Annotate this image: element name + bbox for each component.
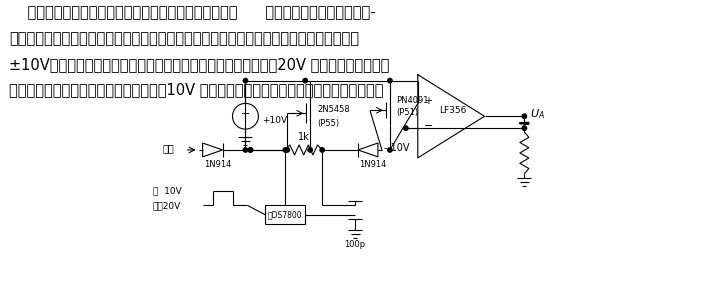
Circle shape <box>303 78 307 83</box>
Text: 断－20V: 断－20V <box>153 201 181 210</box>
Text: 控制: 控制 <box>163 143 175 153</box>
Circle shape <box>320 148 324 152</box>
Text: 使输入通道截止。场效应晶体管栅极为＋10V 时后通输入通道，并经后接的运算放大器输出。: 使输入通道截止。场效应晶体管栅极为＋10V 时后通输入通道，并经后接的运算放大器… <box>9 83 384 98</box>
Text: $U_A$: $U_A$ <box>531 107 545 121</box>
Text: LF356: LF356 <box>439 106 467 115</box>
Bar <box>265 205 305 224</box>
Circle shape <box>248 148 252 152</box>
Text: 在要求快速、准确和可靠地换接高电平时，可以采用图      所示的电路（例如用于数字-: 在要求快速、准确和可靠地换接高电平时，可以采用图 所示的电路（例如用于数字- <box>9 5 376 20</box>
Text: −: − <box>424 121 433 131</box>
Circle shape <box>388 78 392 83</box>
Circle shape <box>388 148 392 152</box>
Text: +: + <box>424 96 432 106</box>
Circle shape <box>285 148 289 152</box>
Text: 1N914: 1N914 <box>204 160 231 169</box>
Text: 通  10V: 通 10V <box>153 186 181 195</box>
Circle shape <box>244 148 248 152</box>
Circle shape <box>244 78 248 83</box>
Circle shape <box>283 148 288 152</box>
Text: 同步变换器）。反馈网络可稳定输出信号，抗消因电路参数变化引起的输出变化的影响。在: 同步变换器）。反馈网络可稳定输出信号，抗消因电路参数变化引起的输出变化的影响。在 <box>9 31 360 46</box>
Text: - 10V: - 10V <box>384 143 410 153</box>
Text: −: − <box>241 109 250 119</box>
Text: +10V: +10V <box>262 116 288 125</box>
Text: ±10V之间变化的交流输入信号和加在场效应晶体管的栅极上的－20V 直流电压共同作用，: ±10V之间变化的交流输入信号和加在场效应晶体管的栅极上的－20V 直流电压共同… <box>9 57 390 72</box>
Text: 1k: 1k <box>298 132 310 142</box>
Circle shape <box>522 114 526 118</box>
Text: 2N5458: 2N5458 <box>317 105 350 114</box>
Text: (P51): (P51) <box>396 108 418 117</box>
Text: 自DS7800: 自DS7800 <box>268 210 302 219</box>
Circle shape <box>248 148 252 152</box>
Text: 1N914: 1N914 <box>359 160 386 169</box>
Text: PN4091: PN4091 <box>396 96 428 105</box>
Circle shape <box>404 126 408 130</box>
Text: (P55): (P55) <box>317 119 339 128</box>
Circle shape <box>522 126 526 130</box>
Circle shape <box>308 148 312 152</box>
Text: 100p: 100p <box>344 240 365 249</box>
